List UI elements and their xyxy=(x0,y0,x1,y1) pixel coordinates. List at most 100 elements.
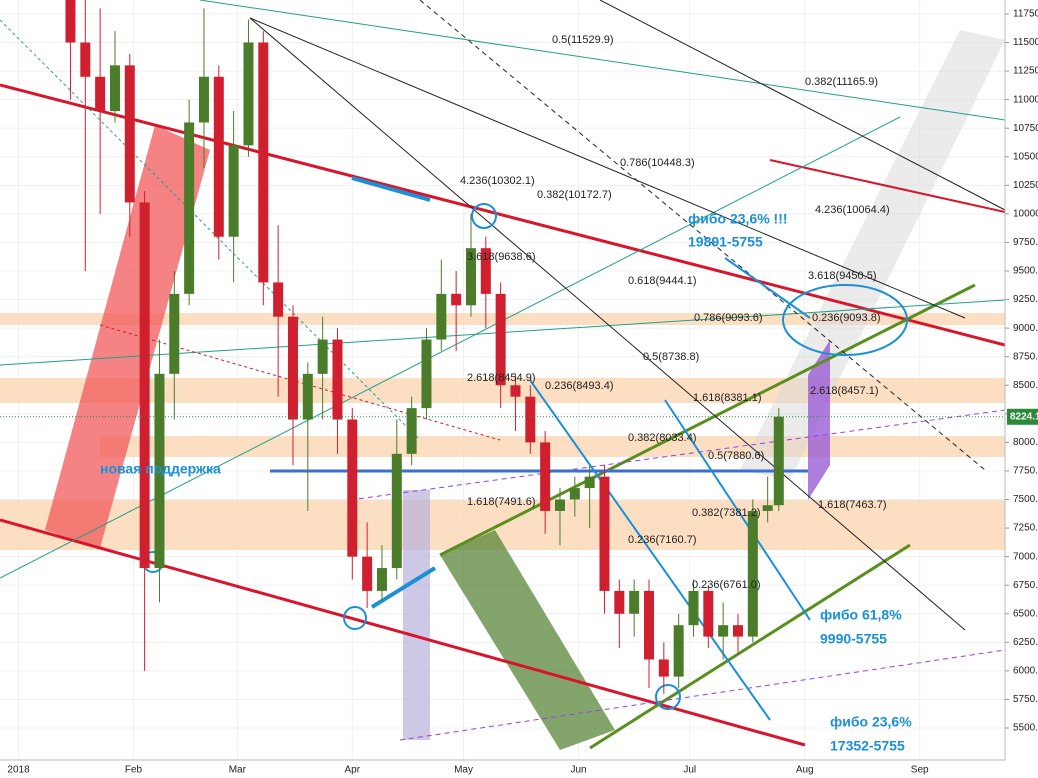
y-tick-label: 11750.0 xyxy=(1013,9,1038,20)
y-tick-label: 5500.0 xyxy=(1013,723,1038,734)
annotation: 3.618(9638.6) xyxy=(467,251,536,263)
last-price-box xyxy=(1007,408,1038,425)
candle-body xyxy=(540,442,551,511)
candle-body xyxy=(139,202,150,569)
annotation: 0.5(8738.8) xyxy=(643,351,699,363)
y-tick-label: 6750.0 xyxy=(1013,580,1038,591)
annotation: 0.236(9093.8) xyxy=(812,312,881,324)
candle-body xyxy=(510,385,521,397)
y-tick-label: 5750.0 xyxy=(1013,694,1038,705)
candle-body xyxy=(376,568,387,591)
annotation: 0.786(10448.3) xyxy=(620,157,695,169)
y-tick-label: 8500.0 xyxy=(1013,380,1038,391)
annotation: 9990-5755 xyxy=(820,631,887,647)
candle-body xyxy=(258,42,269,283)
candle-body xyxy=(732,625,743,637)
annotation: 2.618(8454.9) xyxy=(467,372,536,384)
x-tick-label: Apr xyxy=(345,765,361,776)
candle-body xyxy=(569,488,580,500)
annotation: 0.786(9093.6) xyxy=(694,312,763,324)
annotation: фибо 23,6% !!! xyxy=(688,211,788,227)
x-tick-label: Sep xyxy=(911,765,929,776)
candle-body xyxy=(95,76,106,112)
annotation: 4.236(10302.1) xyxy=(460,175,535,187)
annotation: 17352-5755 xyxy=(830,738,905,754)
candle-body xyxy=(643,590,654,660)
x-tick-label: Feb xyxy=(125,765,143,776)
candle-body xyxy=(243,42,254,146)
annotation: 0.618(9444.1) xyxy=(628,275,697,287)
y-tick-label: 11500.0 xyxy=(1013,37,1038,48)
y-tick-label: 6000.0 xyxy=(1013,666,1038,677)
candle-body xyxy=(287,316,298,420)
candle-body xyxy=(451,293,462,306)
y-tick-label: 9000.0 xyxy=(1013,323,1038,334)
candle-body xyxy=(629,590,640,614)
y-tick-label: 8000.0 xyxy=(1013,437,1038,448)
y-tick-label: 10500.0 xyxy=(1013,151,1038,162)
y-tick-label: 10250.0 xyxy=(1013,180,1038,191)
candle-body xyxy=(406,408,417,454)
y-tick-label: 10750.0 xyxy=(1013,123,1038,134)
candle-body xyxy=(198,76,209,123)
annotation: 0.5(11529.9) xyxy=(552,34,614,46)
candle-body xyxy=(362,556,373,591)
candle-body xyxy=(332,339,343,420)
candle-body xyxy=(762,505,773,511)
candle-body xyxy=(673,625,684,677)
annotation: 4.236(10064.4) xyxy=(815,204,890,216)
y-tick-label: 9250.0 xyxy=(1013,294,1038,305)
annotation: 19891-5755 xyxy=(688,234,763,250)
y-tick-label: 10000.0 xyxy=(1013,209,1038,220)
candle-body xyxy=(109,65,120,112)
candle-body xyxy=(465,248,476,306)
candle-body xyxy=(436,293,447,340)
candle-body xyxy=(184,122,195,294)
candle-body xyxy=(554,499,565,511)
annotation: 0.5(7880.6) xyxy=(708,450,764,462)
y-tick-label: 11000.0 xyxy=(1013,94,1038,105)
x-tick-label: Mar xyxy=(229,765,247,776)
annotation: новая поддержка xyxy=(100,461,221,477)
annotation: 0.236(6761.0) xyxy=(692,579,761,591)
y-tick-label: 11250.0 xyxy=(1013,66,1038,77)
y-tick-label: 6500.0 xyxy=(1013,608,1038,619)
annotation: 0.236(8493.4) xyxy=(545,380,614,392)
candle-body xyxy=(65,0,76,43)
y-tick-label: 7500.0 xyxy=(1013,494,1038,505)
candle-body xyxy=(773,416,784,506)
y-tick-label: 7750.0 xyxy=(1013,466,1038,477)
last-price-label: 8224.1 xyxy=(1010,411,1038,422)
annotation: 2.618(8457.1) xyxy=(810,385,879,397)
candle-body xyxy=(154,373,165,569)
annotation: 1.618(7491.6) xyxy=(467,496,536,508)
annotation: 0.382(7381.2) xyxy=(692,507,761,519)
candle-body xyxy=(80,42,91,77)
x-tick-label: Jul xyxy=(683,765,696,776)
annotation: фибо 23,6% xyxy=(830,714,912,730)
candle-body xyxy=(213,76,224,237)
annotation: 1.618(7463.7) xyxy=(818,499,887,511)
candle-body xyxy=(317,339,328,374)
y-tick-label: 8750.0 xyxy=(1013,351,1038,362)
candle-body xyxy=(169,293,180,374)
candle-body xyxy=(480,248,491,294)
candle-body xyxy=(718,625,729,637)
candle-body xyxy=(302,373,313,420)
candle-body xyxy=(614,590,625,614)
candle-body xyxy=(688,590,699,626)
candle-body xyxy=(391,453,402,569)
candle-body xyxy=(599,476,610,591)
x-tick-label: May xyxy=(454,765,473,776)
annotation: 0.382(10172.7) xyxy=(537,189,612,201)
candle-body xyxy=(495,293,506,386)
annotation: 1.618(8381.1) xyxy=(693,392,762,404)
candle-body xyxy=(658,659,669,677)
candle-body xyxy=(273,282,284,317)
annotation: 0.382(11165.9) xyxy=(805,76,878,88)
x-tick-label: 2018 xyxy=(7,765,30,776)
y-tick-label: 9750.0 xyxy=(1013,237,1038,248)
y-tick-label: 6250.0 xyxy=(1013,637,1038,648)
y-tick-label: 9500.0 xyxy=(1013,266,1038,277)
candle-body xyxy=(525,396,536,443)
